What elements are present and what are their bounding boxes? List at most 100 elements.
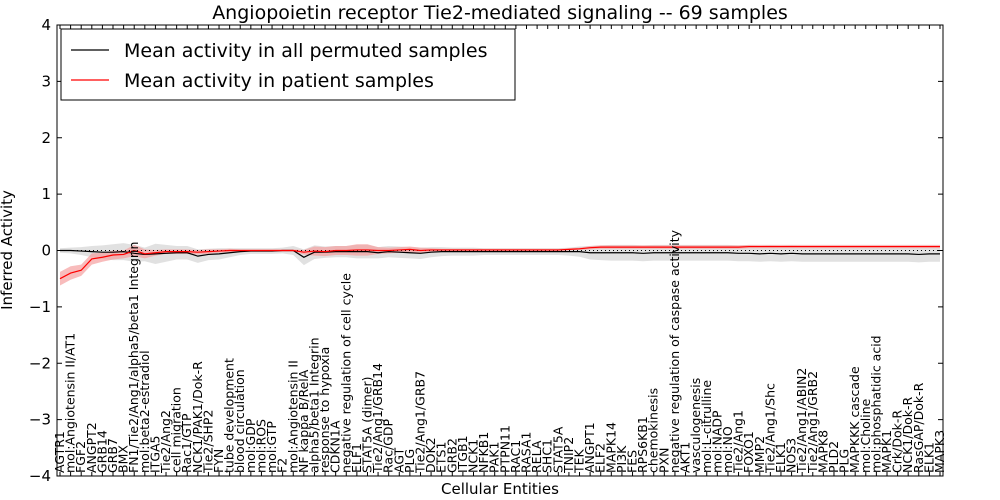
x-tick-label: mol:beta2-estradiol (137, 350, 152, 473)
x-tick-label: NOS3 (784, 438, 799, 473)
y-tick-label: −3 (29, 411, 51, 429)
x-tick-label: TNIP2 (561, 437, 576, 474)
x-axis-label: Cellular Entities (441, 480, 559, 498)
x-tick-label: FOXO1 (741, 431, 756, 473)
x-tick-label: FES (625, 450, 640, 473)
x-tick-label: Tie2/SHP2 (200, 410, 215, 474)
x-tick-label: PTPN11 (497, 425, 512, 473)
x-tick-label: AGT (391, 447, 406, 473)
x-tick-label: STAT5A (550, 426, 565, 473)
x-tick-label: mol:NADP (709, 410, 724, 473)
x-tick-label: FN1/Tie2/Ang1/alpha5/beta1 Integrin (126, 242, 141, 473)
y-tick-label: 1 (41, 185, 51, 203)
line-series-0 (60, 249, 940, 258)
x-tick-label: tube development (222, 358, 237, 473)
line-series-1 (59, 245, 940, 280)
x-tick-label: Rac1/GTP (179, 413, 194, 473)
x-tick-label: Crk/Dok-R (890, 410, 905, 473)
x-tick-label: MAPK3 (932, 430, 947, 473)
x-tick-label: PI3K (614, 445, 629, 473)
x-tick-label: RELA (529, 440, 544, 473)
y-axis-label: Inferred Activity (0, 190, 16, 310)
x-tick-label: mol:L-citrulline (699, 380, 714, 473)
legend: Mean activity in all permuted samples Me… (60, 28, 516, 101)
x-tick-label: SHC1 (540, 439, 555, 473)
x-tick-label: response to hypoxia (317, 347, 332, 473)
y-tick-label: −4 (29, 467, 51, 485)
x-tick-label: ITGA5 (147, 435, 162, 473)
y-tick-label: 2 (41, 129, 51, 147)
x-tick-label: vasculogenesis (688, 378, 703, 473)
x-tick-label: ELK1 (773, 442, 788, 473)
x-tick-label: mol:Angiotensin II (285, 360, 300, 473)
x-tick-label: ELF2 (593, 443, 608, 473)
x-tick-label: DOK2 (423, 437, 438, 473)
x-tick-label: Rac/GDP (381, 419, 396, 473)
x-tick-label: Tie2/Ang2 (158, 410, 173, 474)
x-tick-label: ITGB1 (455, 435, 470, 473)
x-tick-label: MAPKKK cascade (847, 366, 862, 473)
series-lines (59, 245, 940, 280)
x-tick-label: alpha5/beta1 Integrin (306, 337, 321, 473)
x-tick-label: FYN (211, 449, 226, 473)
x-tick-label: NF kappa B/RelA (296, 369, 311, 473)
y-tick-label: 0 (41, 242, 51, 260)
legend-label-patient: Mean activity in patient samples (124, 70, 434, 92)
x-tick-label: STAT5A (dimer) (359, 377, 374, 473)
y-tick-label: −1 (29, 298, 51, 316)
x-tick-label: mol:Angiotensin II/AT1 (63, 333, 78, 473)
x-tick-label: chemokinesis (646, 388, 661, 473)
x-tick-label: MMP2 (752, 436, 767, 473)
x-tick-label: NCK1/PAK1/Dok-R (190, 361, 205, 473)
x-tick-label: GRB7 (105, 438, 120, 473)
x-tick-label: cell migration (169, 387, 184, 473)
x-tick-label: PXN (656, 448, 671, 473)
x-tick-label: ELK1 (921, 442, 936, 473)
x-tick-label: PAK1 (487, 442, 502, 473)
x-tick-label: mol:GDP (243, 418, 258, 473)
x-tick-label: PLD2 (826, 441, 841, 473)
x-tick-label: RASA1 (519, 432, 534, 473)
x-tick-label: mol:GTP (264, 421, 279, 473)
y-tick-label: 4 (41, 16, 51, 34)
x-tick-label: Tie2/Ang1/Shc (762, 383, 777, 474)
x-tick-label: RasGAP/Dok-R (911, 382, 926, 473)
x-tick-label: ELF1 (349, 443, 364, 473)
x-tick-label: TEK (572, 448, 587, 474)
x-tick-label: PLG (837, 449, 852, 473)
x-tick-label: Tie2/Ang1/GRB7 (412, 371, 427, 474)
x-tick-label: ANGPT1 (582, 422, 597, 473)
x-tick-label: Tie2/Ang1/GRB14 (370, 363, 385, 474)
y-tick-label: 3 (41, 72, 51, 90)
x-tick-label: MAPK14 (603, 422, 618, 473)
x-tick-label: RAC1 (508, 440, 523, 473)
x-tick-label: negative regulation of cell cycle (338, 273, 353, 473)
x-tick-label: Tie2/Ang1/GRB2 (805, 371, 820, 474)
x-tick-label: MAPK1 (879, 430, 894, 473)
x-tick-label: FGF2 (73, 441, 88, 473)
y-axis-ticks: −4 −3 −2 −1 0 1 2 3 4 (29, 16, 943, 485)
x-tick-label: PLG (402, 449, 417, 473)
x-tick-label: mol:phosphatidic acid (868, 335, 883, 473)
x-tick-label: ANGPT2 (84, 422, 99, 473)
x-tick-label: negative regulation of caspase activity (667, 229, 682, 473)
x-tick-label: AGTR1 (52, 431, 67, 473)
x-tick-label: Tie2/Ang1 (731, 410, 746, 474)
x-tick-label: blood circulation (232, 369, 247, 473)
x-tick-label: BMX (116, 445, 131, 473)
x-tick-label: ETS1 (434, 442, 449, 473)
chart-title: Angiopoietin receptor Tie2-mediated sign… (212, 2, 788, 24)
confidence-bands (60, 243, 940, 286)
x-tick-label: GRB2 (444, 438, 459, 473)
x-tick-label: NCK1 (465, 439, 480, 473)
legend-label-permuted: Mean activity in all permuted samples (124, 40, 487, 62)
x-tick-label: GRB14 (94, 430, 109, 473)
x-tick-label: AKT1 (678, 442, 693, 473)
x-tick-label: F2 (275, 458, 290, 473)
legend-box (60, 28, 516, 101)
x-tick-label: CDKN1A (328, 420, 343, 473)
x-tick-label: MAPK8 (815, 430, 830, 473)
x-tick-label: RPS6KB1 (635, 416, 650, 473)
